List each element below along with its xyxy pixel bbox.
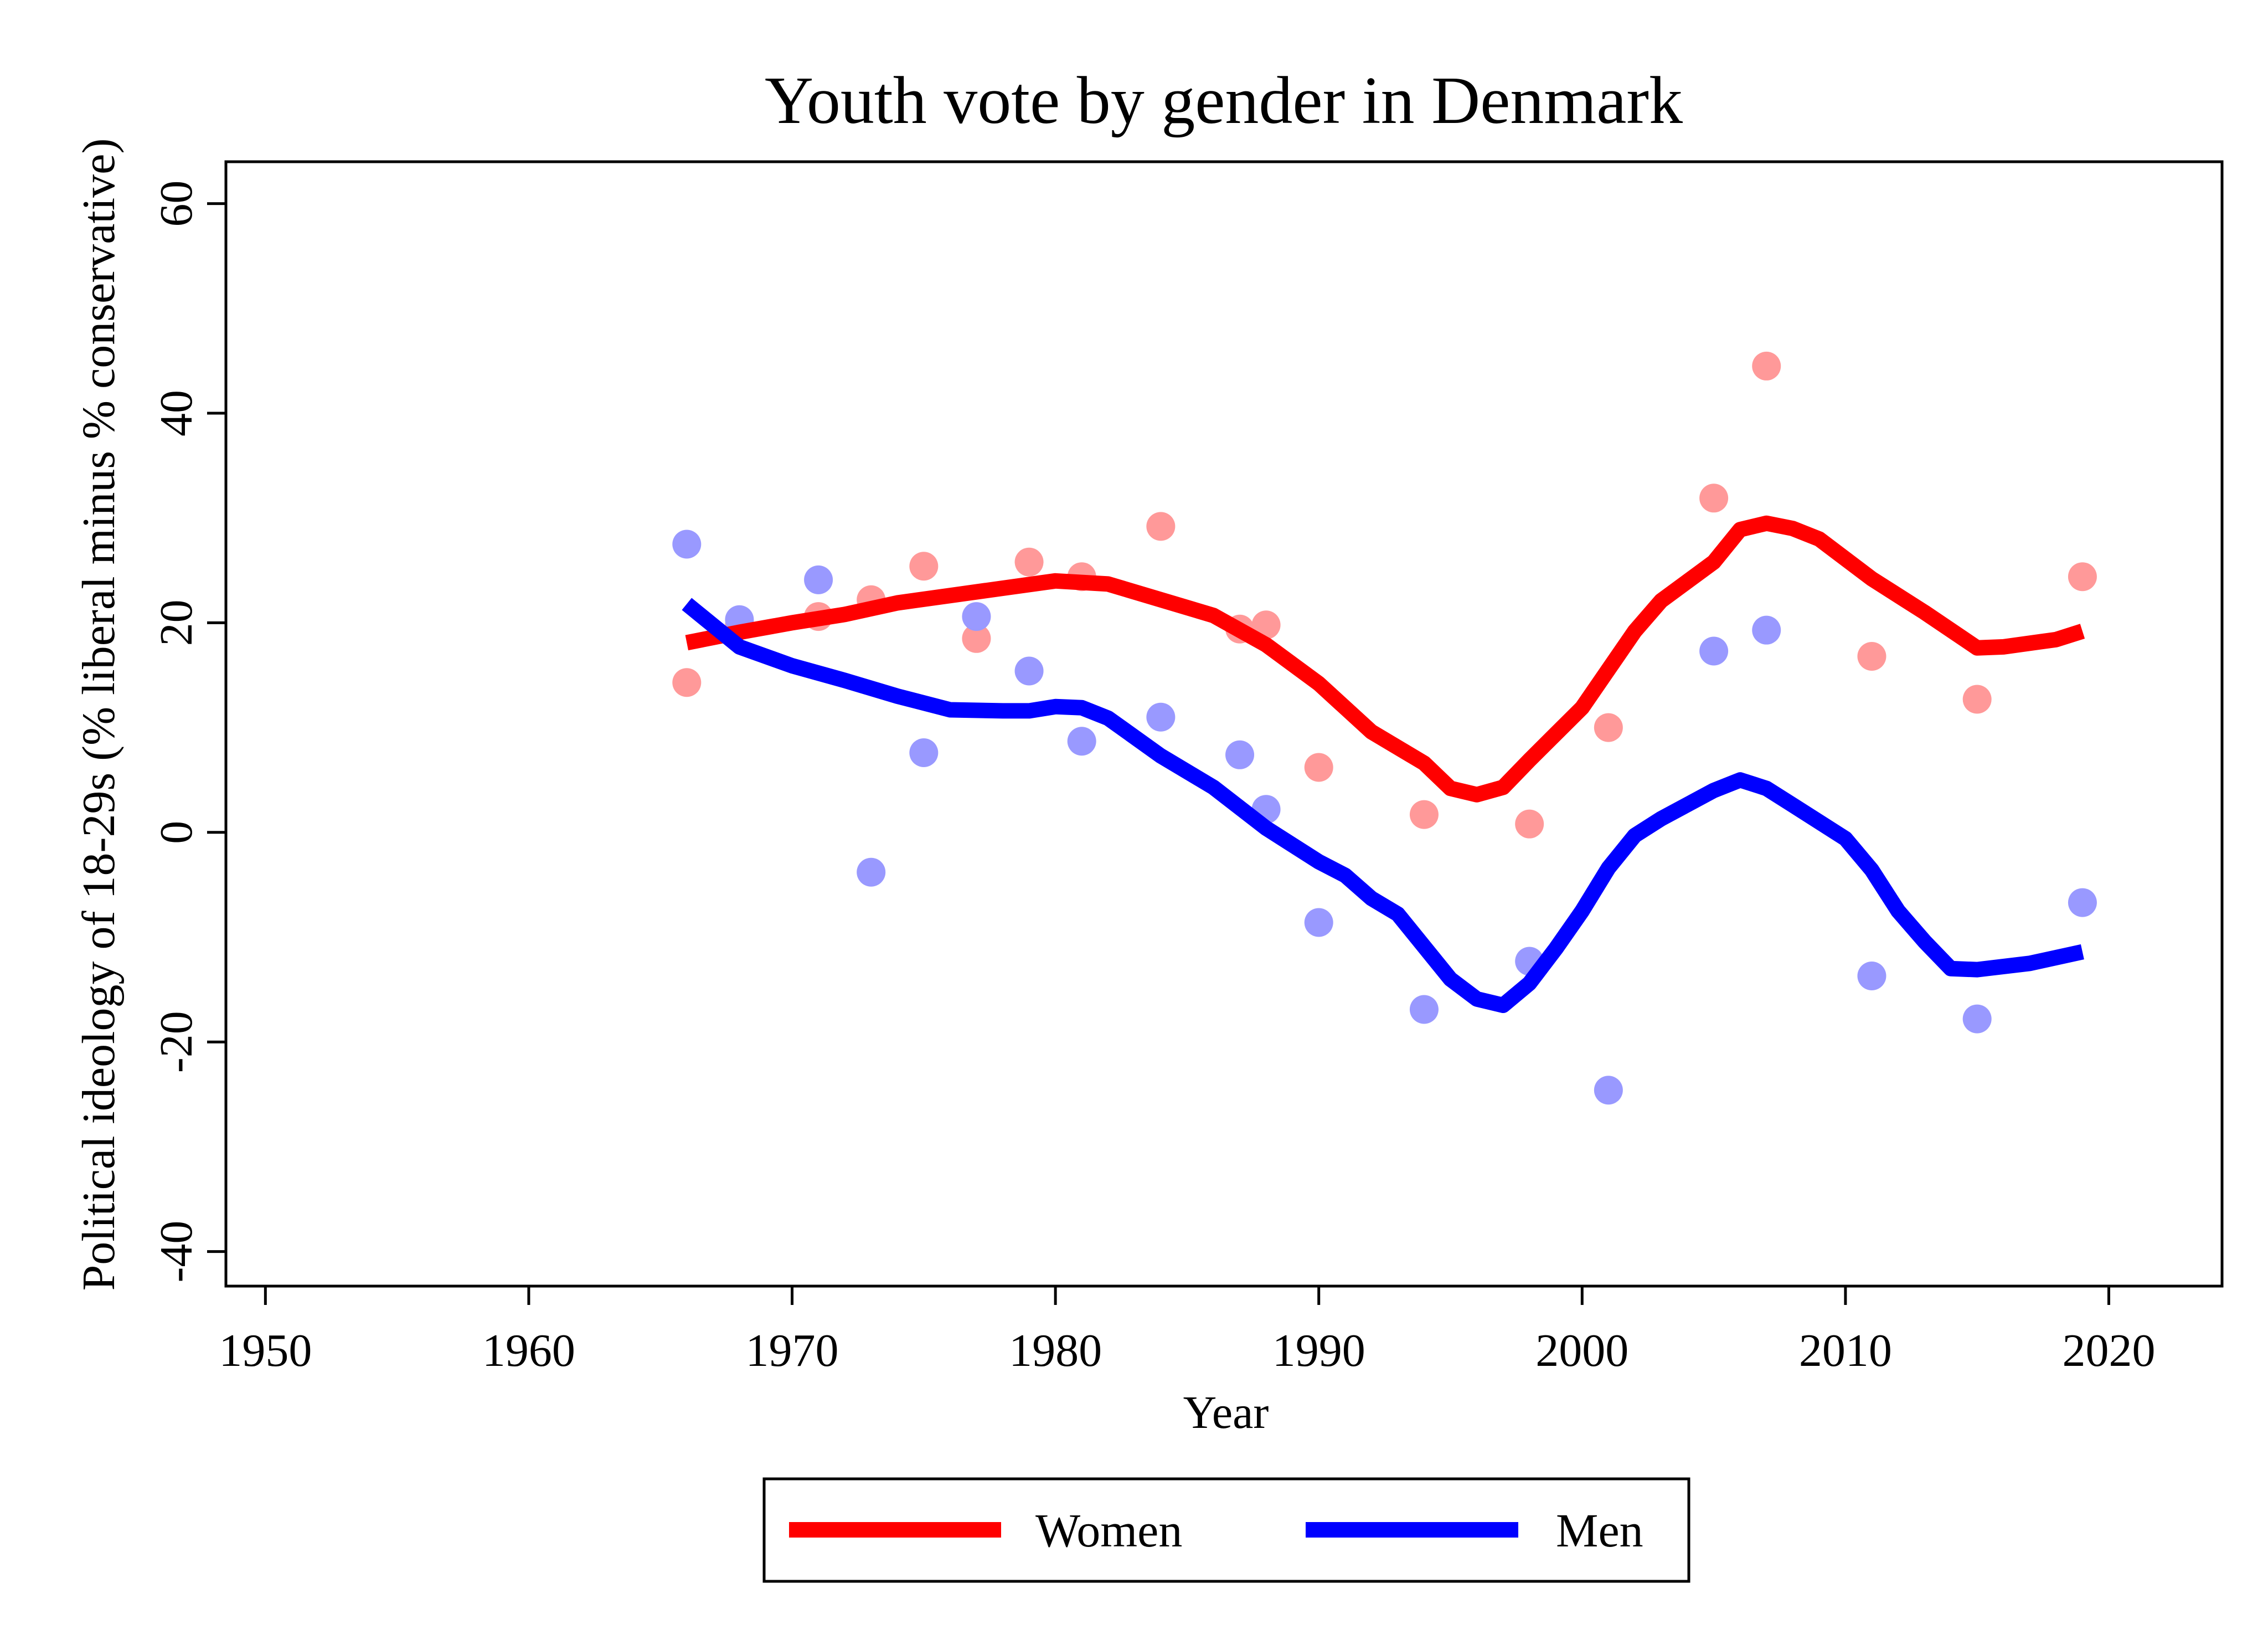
women-point-1975: [909, 552, 939, 581]
women-point-2007: [1752, 351, 1781, 381]
men-point-1981: [1067, 727, 1096, 756]
legend-label-men: Men: [1556, 1504, 1643, 1557]
men-point-1994: [1409, 995, 1439, 1024]
men-point-1984: [1146, 702, 1176, 732]
men-point-1990: [1304, 908, 1333, 937]
points-layer: [672, 351, 2097, 1105]
legend-label-women: Women: [1035, 1504, 1182, 1557]
women-point-2015: [1962, 685, 1992, 714]
y-tick-label-20: 20: [151, 599, 202, 646]
x-tick-label-1980: 1980: [1009, 1325, 1102, 1376]
y-tick-label-60: 60: [151, 181, 202, 227]
y-axis-label: Political ideology of 18-29s (% liberal …: [73, 138, 125, 1291]
fit-lines-layer: [682, 515, 2085, 1013]
x-axis-label: Year: [1183, 1387, 1269, 1438]
men-point-1979: [1014, 656, 1044, 686]
x-tick-label-1950: 1950: [219, 1325, 312, 1376]
chart-title: Youth vote by gender in Denmark: [765, 63, 1683, 138]
women-point-1994: [1409, 800, 1439, 829]
men-point-1971: [804, 565, 833, 594]
y-tick-label-40: 40: [151, 390, 202, 436]
women-point-1979: [1014, 547, 1044, 577]
legend: Women Men: [762, 1477, 1690, 1583]
x-tick-label-1990: 1990: [1272, 1325, 1365, 1376]
y-tick-label--20: -20: [151, 1011, 202, 1073]
women-point-1984: [1146, 512, 1176, 541]
men-point-1977: [962, 602, 991, 631]
men-point-2011: [1857, 962, 1886, 990]
women-fit-line: [685, 515, 2085, 803]
y-axis: -40 -20 0 20 40 60: [151, 181, 226, 1283]
women-point-2019: [2068, 562, 2097, 592]
men-point-1973: [857, 857, 886, 887]
men-point-2015: [1962, 1004, 1992, 1034]
women-point-1977: [962, 624, 991, 653]
women-point-2005: [1699, 484, 1729, 513]
x-tick-label-2020: 2020: [2062, 1325, 2155, 1376]
x-tick-label-2010: 2010: [1799, 1325, 1892, 1376]
x-axis: 1950 1960 1970 1980 1990 2000 2010 2020: [219, 1286, 2155, 1376]
x-tick-label-1960: 1960: [482, 1325, 575, 1376]
men-point-2007: [1752, 615, 1781, 645]
men-point-1966: [672, 530, 702, 559]
men-fit-line: [682, 598, 2084, 1013]
women-point-1990: [1304, 753, 1333, 782]
women-point-1998: [1515, 809, 1544, 839]
plot-frame: [224, 160, 2224, 1288]
y-tick-label-0: 0: [151, 821, 202, 844]
x-tick-label-2000: 2000: [1535, 1325, 1628, 1376]
women-point-2011: [1857, 641, 1886, 671]
women-point-1966: [672, 668, 702, 697]
men-point-1987: [1225, 740, 1255, 769]
women-point-2001: [1594, 713, 1623, 742]
x-tick-label-1970: 1970: [746, 1325, 839, 1376]
men-point-2001: [1594, 1076, 1623, 1105]
men-point-2005: [1699, 636, 1729, 666]
men-point-1975: [909, 738, 939, 768]
y-tick-label--40: -40: [151, 1221, 202, 1283]
men-point-2019: [2068, 888, 2097, 917]
